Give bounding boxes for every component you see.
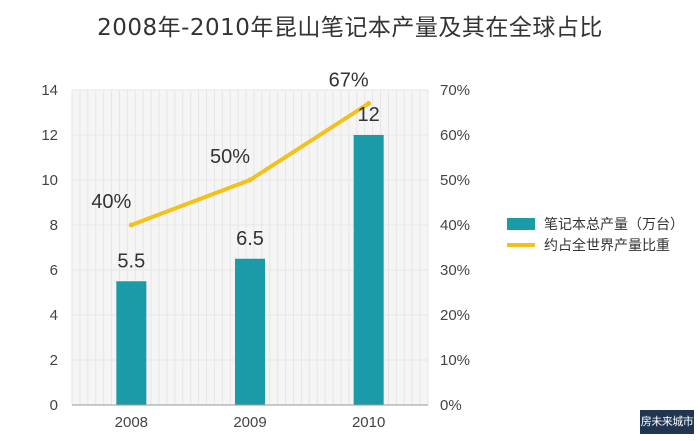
- y-left-tick-label: 2: [50, 352, 58, 369]
- chart-title: 2008年-2010年昆山笔记本产量及其在全球占比: [97, 15, 603, 41]
- line-point: [128, 222, 134, 228]
- y-left-tick-label: 8: [50, 217, 58, 234]
- y-right-tick-label: 0%: [440, 397, 462, 414]
- bar: [353, 135, 384, 405]
- bar: [235, 258, 265, 405]
- line-point: [366, 101, 372, 106]
- x-tick-label: 2009: [233, 414, 266, 431]
- legend-label-bar: 笔记本总产量（万台）: [544, 217, 684, 233]
- bar-value-label: 6.5: [236, 228, 264, 250]
- legend-swatch-bar: [507, 218, 535, 230]
- x-tick-label: 2010: [352, 414, 385, 431]
- y-right-tick-label: 30%: [440, 262, 470, 279]
- bar-value-label: 12: [358, 104, 380, 126]
- y-right-tick-label: 60%: [440, 127, 470, 144]
- line-value-label: 50%: [210, 146, 250, 168]
- y-right-tick-label: 10%: [440, 352, 470, 369]
- y-right-tick-label: 40%: [440, 217, 470, 234]
- watermark-logo: 房未来城市: [640, 410, 694, 434]
- bar-value-label: 5.5: [117, 250, 145, 272]
- y-right-tick-label: 70%: [440, 82, 470, 99]
- y-left-tick-label: 6: [50, 262, 58, 279]
- line-value-label: 40%: [91, 191, 131, 213]
- bar: [116, 281, 147, 405]
- y-left-tick-label: 0: [50, 397, 58, 414]
- legend-label-line: 约占全世界产量比重: [544, 237, 670, 254]
- y-left-tick-label: 14: [41, 82, 58, 99]
- y-right-tick-label: 50%: [440, 172, 470, 189]
- y-left-tick-label: 4: [50, 307, 58, 324]
- y-right-tick-label: 20%: [440, 307, 470, 324]
- y-left-tick-label: 10: [41, 172, 58, 189]
- y-left-tick-label: 12: [41, 127, 58, 144]
- x-tick-label: 2008: [115, 414, 148, 431]
- line-point: [247, 177, 253, 183]
- line-value-label: 67%: [329, 70, 369, 92]
